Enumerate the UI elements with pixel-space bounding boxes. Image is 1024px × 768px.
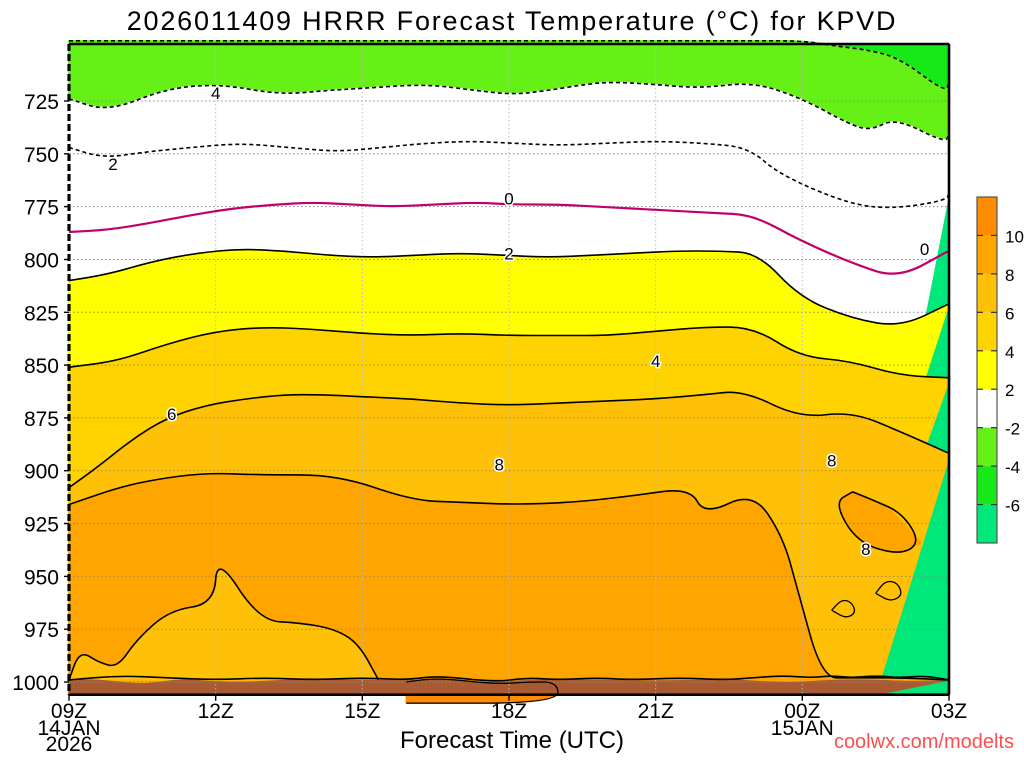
svg-text:10: 10 — [1005, 227, 1024, 246]
svg-text:21Z: 21Z — [638, 700, 674, 723]
svg-text:-2: -2 — [1005, 420, 1020, 439]
svg-text:900: 900 — [24, 461, 59, 484]
svg-text:Forecast Time (UTC): Forecast Time (UTC) — [400, 727, 624, 754]
svg-text:0: 0 — [504, 190, 513, 209]
svg-text:15Z: 15Z — [344, 700, 380, 723]
svg-text:950: 950 — [24, 566, 59, 589]
svg-text:975: 975 — [24, 619, 59, 642]
svg-text:925: 925 — [24, 514, 59, 537]
svg-text:2026: 2026 — [46, 733, 93, 756]
svg-text:2: 2 — [504, 245, 513, 264]
svg-text:-4: -4 — [1005, 458, 1020, 477]
svg-text:18Z: 18Z — [491, 700, 527, 723]
svg-text:8: 8 — [827, 452, 836, 471]
svg-text:0: 0 — [920, 240, 929, 259]
svg-text:03Z: 03Z — [931, 700, 967, 723]
svg-text:8: 8 — [1005, 266, 1014, 285]
svg-text:775: 775 — [24, 197, 59, 220]
svg-text:-6: -6 — [1005, 497, 1020, 516]
svg-text:coolwx.com/modelts: coolwx.com/modelts — [834, 731, 1014, 753]
svg-text:2: 2 — [108, 155, 117, 174]
svg-text:800: 800 — [24, 250, 59, 273]
svg-text:2: 2 — [1005, 381, 1014, 400]
svg-text:4: 4 — [651, 352, 660, 371]
svg-text:4: 4 — [1005, 343, 1014, 362]
svg-text:750: 750 — [24, 144, 59, 167]
svg-text:8: 8 — [861, 540, 870, 559]
svg-text:875: 875 — [24, 408, 59, 431]
svg-text:2026011409 HRRR Forecast Tempe: 2026011409 HRRR Forecast Temperature (°C… — [127, 6, 898, 36]
svg-text:8: 8 — [494, 456, 503, 475]
svg-text:6: 6 — [167, 405, 176, 424]
svg-text:1000: 1000 — [12, 672, 59, 695]
svg-text:12Z: 12Z — [198, 700, 234, 723]
svg-text:6: 6 — [1005, 304, 1014, 323]
svg-text:825: 825 — [24, 302, 59, 325]
svg-text:850: 850 — [24, 355, 59, 378]
svg-text:15JAN: 15JAN — [771, 717, 834, 740]
svg-text:725: 725 — [24, 91, 59, 114]
svg-text:4: 4 — [211, 84, 220, 103]
